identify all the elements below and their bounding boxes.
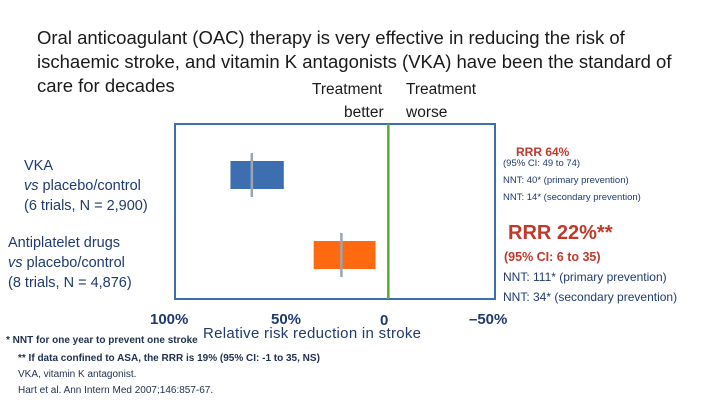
antiplatelet-nnt-secondary: NNT: 34* (secondary prevention) [503, 290, 678, 304]
treatment-worse-heading: Treatment [406, 81, 477, 98]
vka-nnt-primary: NNT: 40* (primary prevention) [503, 175, 629, 186]
antiplatelet-ci-bar [313, 241, 376, 269]
footnote-asa: ** If data confined to ASA, the RRR is 1… [18, 353, 320, 364]
vka-row-label: VKA vs placebo/control (6 trials, N = 2,… [24, 156, 148, 216]
vka-rrr: RRR 64% [516, 145, 570, 159]
vka-label-line2: vs placebo/control [24, 178, 141, 194]
antiplatelet-label-line3: (8 trials, N = 4,876) [8, 275, 132, 291]
treatment-better-heading: Treatment [312, 81, 383, 98]
better-label: better [344, 104, 384, 121]
axis-tick-minus50: –50% [469, 311, 508, 328]
antiplatelet-ci: (95% CI: 6 to 35) [504, 250, 601, 264]
vka-label-line1: VKA [24, 158, 54, 174]
axis-tick-0: 0 [380, 312, 389, 329]
antiplatelet-rrr: RRR 22%** [508, 222, 613, 244]
plot-frame [174, 123, 496, 300]
axis-tick-50: 50% [271, 311, 302, 328]
worse-label: worse [406, 104, 448, 121]
axis-tick-100: 100% [150, 311, 189, 328]
footnote-vka-abbrev: VKA, vitamin K antagonist. [18, 369, 137, 380]
axis-title: Relative risk reduction in stroke [203, 325, 422, 342]
antiplatelet-nnt-primary: NNT: 111* (primary prevention) [503, 270, 667, 284]
vka-ci-bar [230, 161, 284, 189]
vka-nnt-secondary: NNT: 14* (secondary prevention) [503, 192, 641, 203]
antiplatelet-label-line2: vs placebo/control [8, 255, 125, 271]
vka-label-line3: (6 trials, N = 2,900) [24, 198, 148, 214]
antiplatelet-label-line1: Antiplatelet drugs [8, 235, 121, 251]
footnote-citation: Hart et al. Ann Intern Med 2007;146:857-… [18, 385, 214, 396]
page-title: Oral anticoagulant (OAC) therapy is very… [37, 27, 672, 96]
footnote-nnt: * NNT for one year to prevent one stroke [6, 335, 198, 346]
vka-ci: (95% CI: 49 to 74) [503, 158, 581, 169]
antiplatelet-row-label: Antiplatelet drugs vs placebo/control (8… [8, 233, 132, 293]
